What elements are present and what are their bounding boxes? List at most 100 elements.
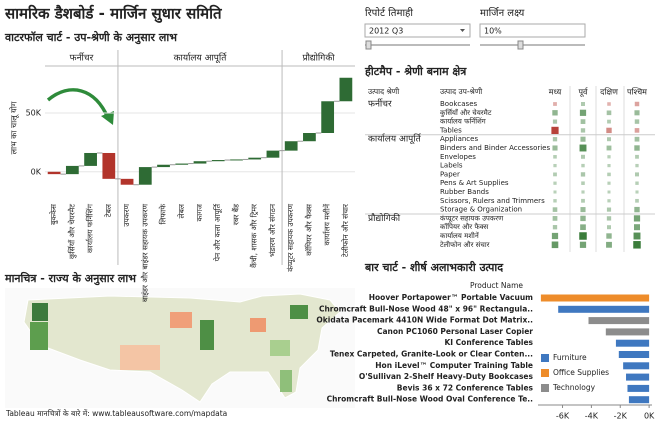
- heat-cell: [552, 225, 558, 230]
- map-region: [170, 312, 192, 328]
- heat-cell: [552, 119, 558, 124]
- heat-cell: [579, 241, 587, 248]
- heat-cell: [552, 145, 558, 151]
- heat-cell: [552, 216, 558, 221]
- column-header: मध्य: [549, 88, 562, 97]
- heat-cell: [606, 207, 612, 212]
- row-label: Bookcases: [440, 100, 478, 108]
- annotation-arrowhead: [101, 111, 114, 125]
- heat-cell: [553, 190, 557, 194]
- x-tick-label: कंप्यूटर सहायक उपकरण: [286, 203, 296, 271]
- heat-cell: [607, 199, 611, 203]
- heat-cell: [634, 224, 640, 231]
- bar: [558, 305, 650, 313]
- x-tick-label: -6K: [556, 412, 570, 421]
- row-label: कुर्सियाँ और चेयरमैट: [440, 108, 492, 117]
- dashboard-title: सामरिक डैशबोर्ड - मार्जिन सुधार समिति: [4, 5, 223, 24]
- heat-cell: [551, 232, 559, 240]
- heat-cell: [606, 145, 612, 151]
- dropdown[interactable]: [364, 23, 471, 38]
- x-tick-label: लेबल: [177, 203, 186, 218]
- column-header: पूर्व: [579, 87, 589, 98]
- x-tick-label: बुककेस: [49, 203, 59, 225]
- bar: [248, 157, 262, 160]
- row-label: Tables: [439, 126, 462, 134]
- row-group-label: कार्यालय आपूर्ति: [368, 133, 422, 145]
- bar: [47, 171, 61, 175]
- chart-title: हीटमैप - श्रेणी बनाम क्षेत्र: [364, 64, 467, 78]
- y-axis-label: लाभ का चालू योग: [9, 101, 20, 154]
- x-tick-label: 0K: [644, 412, 655, 421]
- y-tick-label: KI Conference Tables: [444, 338, 533, 347]
- x-tick-label: -2K: [614, 412, 628, 421]
- chart-title: मानचित्र - राज्य के अनुसार लाभ: [4, 271, 137, 286]
- row-label: Appliances: [440, 135, 478, 143]
- heat-cell: [581, 102, 585, 106]
- legend-swatch: [541, 354, 549, 362]
- heat-cell: [552, 137, 558, 142]
- x-tick-label: उपकरण: [122, 203, 131, 226]
- heat-cell: [606, 110, 612, 116]
- y-tick-label: Hoover Portapower™ Portable Vacuum: [369, 293, 533, 302]
- x-tick-label: भंडारण और संगठन: [268, 203, 277, 257]
- heat-cell: [579, 109, 587, 116]
- annotation-arrow: [46, 88, 110, 119]
- heat-cell: [553, 155, 557, 159]
- row-label: Binders and Binder Accessories: [440, 144, 550, 152]
- bar: [618, 351, 650, 358]
- slider-handle[interactable]: [365, 40, 372, 50]
- bar: [211, 160, 225, 162]
- heat-cell: [553, 172, 557, 177]
- x-tick-label: कार्यालय फर्निशिंग: [86, 203, 95, 253]
- heat-cell: [580, 172, 586, 177]
- heat-cell: [607, 102, 611, 106]
- heat-cell: [551, 241, 559, 249]
- heat-cell: [607, 225, 611, 230]
- bar: [102, 152, 116, 179]
- bar: [339, 77, 353, 102]
- chart-title: वाटरफॉल चार्ट - उप-श्रेणी के अनुसार लाभ: [4, 30, 178, 45]
- slider-handle[interactable]: [517, 40, 524, 50]
- map-credit: Tableau मानचित्रों के बारे में: www.tabl…: [5, 409, 227, 418]
- row-label: Pens & Art Supplies: [440, 179, 509, 187]
- input-box[interactable]: [479, 23, 586, 38]
- filter-label: रिपोर्ट तिमाही: [365, 7, 413, 19]
- x-tick-label: कार्यालय मशीनें: [323, 203, 332, 245]
- heat-cell: [553, 102, 557, 106]
- heat-cell: [635, 172, 639, 177]
- map-region: [32, 303, 48, 321]
- heat-cell: [552, 110, 558, 116]
- x-tick-label: कागज: [195, 204, 204, 222]
- y-tick-label: Chromcraft Bull-Nose Wood Oval Conferenc…: [327, 395, 534, 404]
- column-header: उत्पाद श्रेणी: [368, 87, 400, 96]
- heat-cell: [579, 232, 587, 240]
- heat-cell: [580, 215, 586, 222]
- row-label: Paper: [440, 170, 460, 178]
- row-label: कार्यालय मशीनें: [440, 231, 479, 240]
- filter-value: 10%: [484, 27, 502, 36]
- bar: [175, 163, 189, 165]
- heat-cell: [580, 119, 586, 124]
- bar: [627, 384, 650, 392]
- bar: [605, 328, 650, 336]
- legend-label: Furniture: [553, 353, 587, 362]
- row-label: Rubber Bands: [440, 188, 489, 196]
- x-tick-label: टेबल: [104, 203, 113, 217]
- row-label: कॉपियर और फैक्स: [440, 222, 489, 231]
- bar: [588, 317, 650, 325]
- heat-cell: [553, 199, 557, 203]
- bar: [65, 165, 79, 175]
- heat-cell: [634, 101, 640, 107]
- y-tick-label: O'Sullivan 2-Shelf Heavy-Duty Bookcases: [359, 372, 534, 381]
- row-label: कंप्यूटर सहायक उपकरण: [440, 214, 504, 222]
- map-region: [270, 340, 290, 356]
- heat-cell: [553, 181, 557, 185]
- y-tick-label: Bevis 36 x 72 Conference Tables: [397, 383, 534, 392]
- heat-cell: [580, 128, 586, 133]
- heat-cell: [580, 136, 586, 142]
- column-header: दक्षिण: [600, 87, 618, 97]
- filter-label: मार्जिन लक्ष्य: [480, 7, 525, 19]
- y-tick-label: Canon PC1060 Personal Laser Copier: [377, 327, 533, 336]
- map-region: [250, 318, 266, 332]
